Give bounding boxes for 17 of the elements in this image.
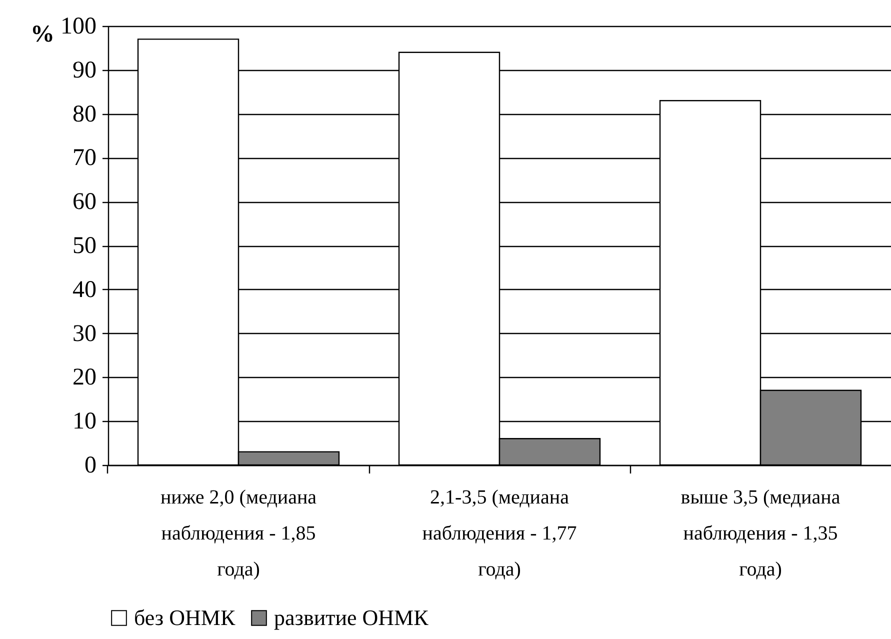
x-tick-label: ниже 2,0 (медиана наблюдения - 1,85 года) (160, 486, 317, 580)
y-tick-label: 80 (72, 101, 96, 128)
legend-label: без ОНМК (134, 605, 236, 630)
x-tick-label: 2,1-3,5 (медиана наблюдения - 1,77 года) (422, 486, 577, 580)
y-tick-label: 40 (72, 276, 96, 303)
x-tick-label: выше 3,5 (медиана наблюдения - 1,35 года) (680, 486, 840, 580)
y-tick-label: 30 (72, 320, 96, 347)
y-axis-title: % (30, 22, 54, 48)
y-tick-label: 0 (84, 452, 96, 478)
y-tick-label: 90 (72, 57, 96, 84)
legend-label: развитие ОНМК (274, 605, 429, 630)
y-tick-label: 70 (72, 145, 96, 172)
y-tick-label: 20 (72, 364, 96, 391)
y-tick-label: 60 (72, 189, 96, 216)
y-tick-label: 10 (72, 408, 96, 435)
y-tick-label: 100 (60, 14, 96, 40)
y-tick-label: 50 (72, 233, 96, 259)
